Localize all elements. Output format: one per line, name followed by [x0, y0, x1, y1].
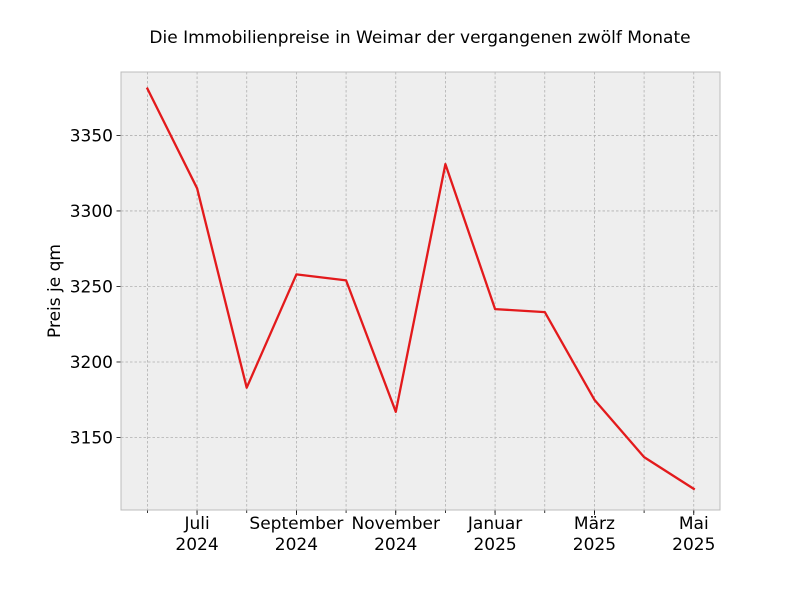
y-tick-label: 3250 — [70, 277, 113, 297]
chart-title: Die Immobilienpreise in Weimar der verga… — [149, 28, 690, 48]
y-axis-label: Preis je qm — [45, 244, 65, 338]
x-tick-label-year: 2025 — [473, 535, 516, 555]
y-tick-label: 3350 — [70, 126, 113, 146]
plot-border — [120, 71, 721, 511]
x-tick-label-month: November — [352, 514, 440, 534]
x-tick-label-month: Mai — [679, 514, 709, 534]
x-tick-label-year: 2025 — [573, 535, 616, 555]
series-line — [145, 87, 696, 491]
x-tick-label-month: Januar — [467, 514, 522, 534]
x-tick-label-year: 2025 — [672, 535, 715, 555]
y-tick-labels: 3150 3200 3250 3300 3350 — [70, 126, 113, 448]
series-layer — [145, 87, 696, 491]
y-tick-label: 3300 — [70, 202, 113, 222]
y-tick-label: 3150 — [70, 429, 113, 449]
x-tick-labels: Juli2024September2024November2024Januar2… — [175, 514, 715, 555]
x-tick-label-year: 2024 — [275, 535, 318, 555]
x-tick-label-year: 2024 — [374, 535, 417, 555]
x-tick-label-year: 2024 — [175, 535, 218, 555]
x-tick-label-month: September — [249, 514, 343, 534]
x-tick-label-month: März — [574, 514, 615, 534]
y-tick-label: 3200 — [70, 353, 113, 373]
x-tick-label-month: Juli — [183, 514, 209, 534]
